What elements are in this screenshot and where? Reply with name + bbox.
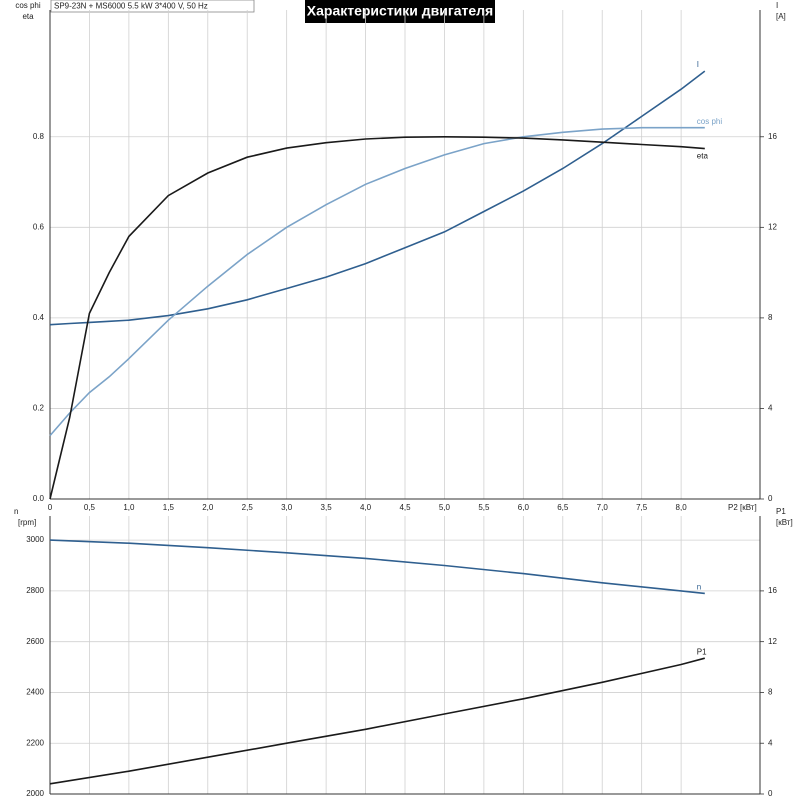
series-label: cos phi (697, 117, 723, 126)
x-tick-label: 4,5 (399, 503, 411, 512)
series-line (49, 657, 706, 785)
series-line (49, 135, 705, 500)
y-tick-label: 3000 (26, 535, 44, 544)
x-tick-label: 4,0 (360, 503, 372, 512)
y2-tick-label: 12 (768, 637, 777, 646)
series-line (49, 539, 705, 595)
y2-axis-label: [A] (776, 12, 786, 21)
y-tick-label: 0.6 (33, 222, 45, 231)
y2-tick-label: 16 (768, 586, 777, 595)
x-tick-label: 3,0 (281, 503, 293, 512)
x-tick-label: 5,0 (439, 503, 451, 512)
y-axis-label: eta (22, 12, 34, 21)
chart-subtitle: SP9-23N + MS6000 5.5 kW 3*400 V, 50 Hz (54, 2, 208, 11)
subtitle-box (50, 0, 255, 13)
x-tick-label: 1,0 (123, 503, 135, 512)
y-tick-label: 0.0 (33, 494, 45, 503)
x-tick-label: 8,0 (676, 503, 688, 512)
y2-axis-label: I (776, 1, 778, 10)
y-axis-label: n (14, 507, 18, 516)
chart-title: Характеристики двигателя (307, 3, 493, 19)
y-tick-label: 0.4 (33, 313, 45, 322)
series-line (49, 70, 706, 326)
x-tick-label: 5,5 (478, 503, 490, 512)
y2-tick-label: 4 (768, 738, 773, 747)
series-label: eta (697, 152, 709, 161)
y-tick-label: 0.8 (33, 132, 45, 141)
x-tick-label: 2,0 (202, 503, 214, 512)
y2-axis-label: P1 (776, 507, 786, 516)
y2-tick-label: 0 (768, 789, 773, 798)
y2-tick-label: 12 (768, 222, 777, 231)
x-tick-label: 7,0 (597, 503, 609, 512)
series-label: P1 (697, 647, 707, 656)
y-tick-label: 2600 (26, 637, 44, 646)
y2-tick-label: 8 (768, 313, 773, 322)
series-label: I (697, 60, 699, 69)
y2-tick-label: 4 (768, 404, 773, 413)
x-axis-label: P2 [кВт] (728, 503, 757, 512)
x-tick-label: 0 (48, 503, 53, 512)
y-tick-label: 2000 (26, 789, 44, 798)
y2-tick-label: 0 (768, 494, 773, 503)
y-axis-label: cos phi (15, 1, 41, 10)
y-tick-label: 2200 (26, 738, 44, 747)
y2-tick-label: 8 (768, 688, 773, 697)
x-tick-label: 6,5 (557, 503, 569, 512)
y2-tick-label: 16 (768, 132, 777, 141)
series-label: n (697, 583, 701, 592)
series-line (49, 126, 705, 437)
x-tick-label: 6,0 (518, 503, 530, 512)
y2-axis-label: [кВт] (776, 518, 793, 527)
x-tick-label: 7,5 (636, 503, 648, 512)
x-tick-label: 3,5 (321, 503, 333, 512)
y-tick-label: 2400 (26, 688, 44, 697)
x-tick-label: 0,5 (84, 503, 96, 512)
y-tick-label: 2800 (26, 586, 44, 595)
x-tick-label: 2,5 (242, 503, 254, 512)
y-tick-label: 0.2 (33, 404, 45, 413)
title-box (305, 0, 495, 23)
x-tick-label: 1,5 (163, 503, 175, 512)
y-axis-label: [rpm] (18, 518, 36, 527)
